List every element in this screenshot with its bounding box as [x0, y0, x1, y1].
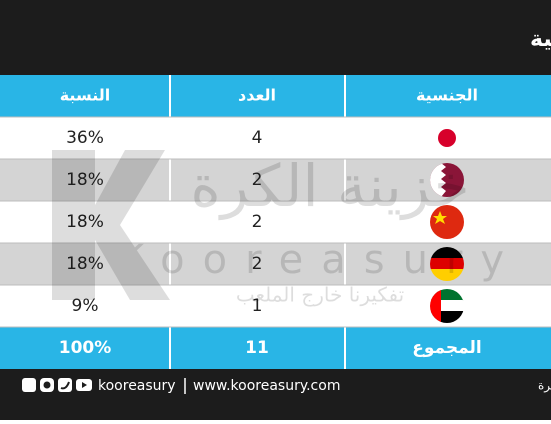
footer-website: www.kooreasury.com [193, 378, 340, 394]
watermark: خزينة الكرة Kooreasury تفكيرنا خارج المل… [52, 150, 522, 307]
watermark-latin: Kooreasury [118, 237, 522, 283]
flag-china [430, 205, 464, 239]
flags [430, 121, 464, 323]
share-cell: 18% [66, 254, 104, 274]
total-row [0, 327, 551, 369]
footer-handle: kooreasury [98, 378, 176, 394]
footer-source: المصدر: رصد خزينة الكرة [538, 379, 551, 394]
count-cell: 2 [252, 212, 263, 232]
header-bar [0, 0, 551, 75]
share-cell: 18% [66, 212, 104, 232]
count-cell: 2 [252, 254, 263, 274]
watermark-arabic: خزينة الكرة [190, 152, 469, 221]
total-cell: المجموع [412, 338, 482, 358]
social-icons [22, 378, 92, 392]
total-cell: 100% [59, 338, 112, 358]
share-cell: 9% [72, 296, 99, 316]
flag-japan [430, 121, 464, 155]
watermark-slogan: تفكيرنا خارج الملعب [236, 283, 404, 307]
count-cell: 4 [252, 128, 263, 148]
watermark-logo [52, 150, 170, 300]
column-header: النسبة [60, 86, 111, 105]
count-cell: 2 [252, 170, 263, 190]
header-row [0, 75, 551, 117]
column-header: العدد [238, 86, 276, 105]
total-cell: 11 [245, 338, 269, 358]
flag-uae [430, 289, 464, 323]
footer-bar [0, 369, 551, 420]
count-cell: 1 [252, 296, 263, 316]
share-cell: 18% [66, 170, 104, 190]
share-cell: 36% [66, 128, 104, 148]
flag-qatar [430, 163, 464, 197]
flag-germany [430, 247, 464, 281]
column-header: الجنسية [416, 86, 478, 105]
title: رعاة وداعمو دوري أبطال آسيا 2019 حسب الج… [530, 23, 551, 52]
